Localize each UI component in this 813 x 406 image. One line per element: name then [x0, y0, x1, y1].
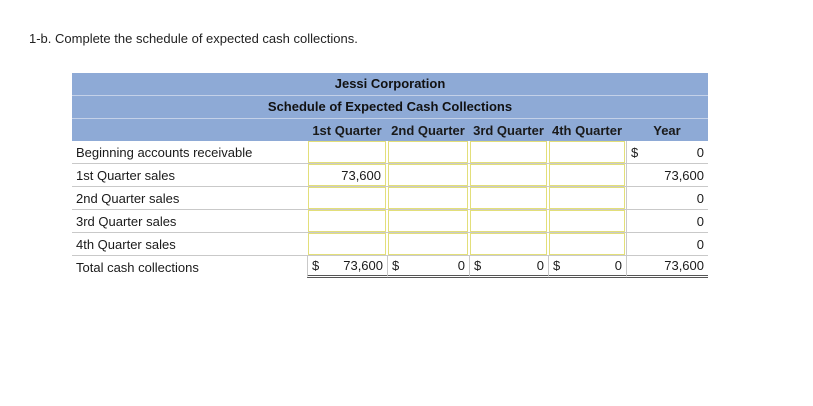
q3-input[interactable]: [470, 187, 547, 209]
q4-input[interactable]: [549, 164, 625, 186]
year-value: 73,600: [626, 164, 708, 186]
column-header-q2: 2nd Quarter: [391, 122, 465, 138]
year-value: 0: [626, 210, 708, 232]
q4-input[interactable]: [549, 141, 625, 163]
q4-input[interactable]: [549, 233, 625, 255]
company-name: Jessi Corporation: [72, 73, 708, 96]
q1-input[interactable]: [308, 187, 386, 209]
total-label: Total cash collections: [76, 259, 199, 275]
row-label: 3rd Quarter sales: [76, 213, 177, 229]
year-value: 0: [696, 144, 704, 160]
column-header-q1: 1st Quarter: [312, 122, 382, 138]
q3-input[interactable]: [470, 164, 547, 186]
row-label: Beginning accounts receivable: [76, 144, 253, 160]
table-row: 2nd Quarter sales 0: [72, 187, 708, 210]
q2-input[interactable]: [388, 233, 468, 255]
q1-input[interactable]: [308, 233, 386, 255]
total-q4-cell: $ 0: [548, 256, 626, 278]
currency-symbol: $: [631, 144, 639, 160]
q2-input[interactable]: [388, 187, 468, 209]
q3-input[interactable]: [470, 233, 547, 255]
total-q2-cell: $ 0: [387, 256, 469, 278]
q3-input[interactable]: [470, 141, 547, 163]
year-value: 0: [626, 233, 708, 255]
q2-input[interactable]: [388, 141, 468, 163]
total-q3-cell: $ 0: [469, 256, 548, 278]
column-header-q3: 3rd Quarter: [473, 122, 544, 138]
table-row: Beginning accounts receivable $ 0: [72, 141, 708, 164]
table-row: 4th Quarter sales 0: [72, 233, 708, 256]
column-header-q4: 4th Quarter: [551, 122, 623, 138]
total-q1-cell: $ 73,600: [307, 256, 387, 278]
q2-input[interactable]: [388, 210, 468, 232]
year-value: 0: [626, 187, 708, 209]
currency-symbol: $: [553, 258, 561, 273]
label-column-header: [72, 119, 307, 141]
q1-input[interactable]: [308, 210, 386, 232]
total-row: Total cash collections $ 73,600 $ 0 $ 0 …: [72, 256, 708, 278]
q3-input[interactable]: [470, 210, 547, 232]
total-q4-value: 0: [614, 258, 622, 273]
total-q1-value: 73,600: [343, 258, 383, 273]
q1-input[interactable]: [308, 141, 386, 163]
q1-input[interactable]: 73,600: [308, 164, 386, 186]
total-q2-value: 0: [457, 258, 465, 273]
currency-symbol: $: [312, 258, 320, 273]
table-row: 1st Quarter sales 73,600 73,600: [72, 164, 708, 187]
instruction-text: 1-b. Complete the schedule of expected c…: [29, 31, 358, 46]
year-total-cell: $ 0: [626, 141, 708, 163]
total-q3-value: 0: [536, 258, 544, 273]
column-header-year: Year: [653, 122, 681, 138]
q4-input[interactable]: [549, 210, 625, 232]
column-header-row: 1st Quarter 2nd Quarter 3rd Quarter 4th …: [72, 119, 708, 141]
q4-input[interactable]: [549, 187, 625, 209]
q2-input[interactable]: [388, 164, 468, 186]
row-label: 4th Quarter sales: [76, 236, 176, 252]
total-year-value: 73,600: [626, 256, 708, 278]
table-row: 3rd Quarter sales 0: [72, 210, 708, 233]
currency-symbol: $: [474, 258, 482, 273]
row-label: 2nd Quarter sales: [76, 190, 180, 206]
currency-symbol: $: [392, 258, 400, 273]
row-label: 1st Quarter sales: [76, 167, 175, 183]
schedule-title: Schedule of Expected Cash Collections: [72, 96, 708, 119]
cash-collections-schedule: Jessi Corporation Schedule of Expected C…: [72, 73, 708, 278]
